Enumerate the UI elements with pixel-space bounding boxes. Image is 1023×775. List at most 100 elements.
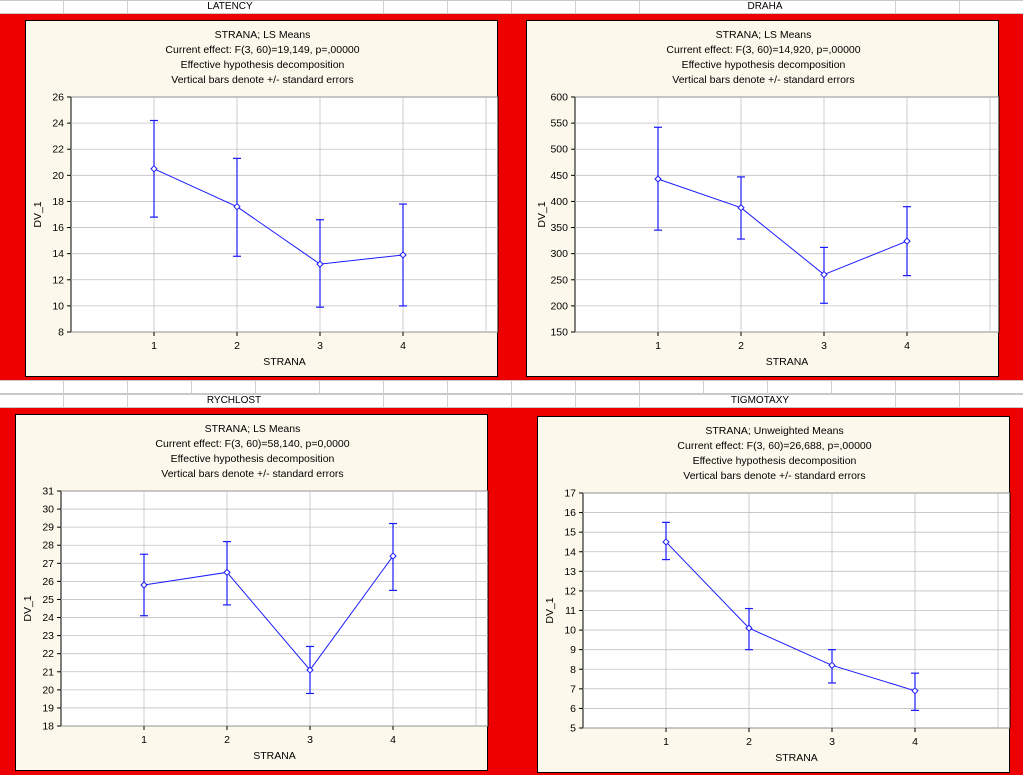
chart-title-line: Vertical bars denote +/- standard errors bbox=[683, 470, 865, 482]
chart-title-line: STRANA; Unweighted Means bbox=[705, 425, 843, 437]
y-tick-label: 5 bbox=[570, 723, 576, 735]
y-tick-label: 14 bbox=[52, 248, 64, 260]
x-tick-label: 3 bbox=[307, 734, 313, 746]
y-tick-label: 10 bbox=[52, 300, 64, 312]
y-tick-label: 600 bbox=[550, 92, 568, 104]
data-point-marker bbox=[662, 538, 670, 546]
chart-draha: STRANA; LS Means Current effect: F(3, 60)… bbox=[526, 20, 1000, 377]
data-point-marker bbox=[140, 581, 148, 589]
y-tick-label: 18 bbox=[42, 721, 54, 733]
data-point-marker bbox=[737, 204, 745, 212]
chart-latency: STRANA; LS Means Current effect: F(3, 60)… bbox=[25, 20, 499, 377]
y-tick-label: 25 bbox=[42, 594, 54, 606]
x-tick-label: 3 bbox=[317, 340, 323, 352]
y-tick-label: 24 bbox=[42, 612, 54, 624]
chart-title-line: Vertical bars denote +/- standard errors bbox=[161, 468, 343, 480]
y-tick-label: 200 bbox=[550, 300, 568, 312]
chart-title-line: Effective hypothesis decomposition bbox=[682, 59, 846, 71]
data-point-marker bbox=[654, 175, 662, 183]
series-line bbox=[143, 555, 394, 671]
sheet-row-spacer bbox=[0, 380, 1023, 394]
y-tick-label: 11 bbox=[565, 605, 576, 617]
y-tick-label: 31 bbox=[42, 486, 54, 498]
sheet-label-latency: LATENCY bbox=[130, 1, 330, 13]
data-point-marker bbox=[820, 270, 828, 279]
chart-title-line: Vertical bars denote +/- standard errors bbox=[672, 74, 854, 86]
x-tick-label: 4 bbox=[390, 734, 396, 746]
x-tick-label: 4 bbox=[904, 340, 910, 352]
y-tick-label: 16 bbox=[564, 507, 576, 519]
y-tick-label: 18 bbox=[52, 196, 64, 208]
plot-area bbox=[574, 96, 1000, 333]
data-point-marker bbox=[389, 552, 397, 560]
y-tick-label: 22 bbox=[42, 648, 54, 660]
chart-title-line: STRANA; LS Means bbox=[205, 423, 301, 435]
y-tick-label: 16 bbox=[52, 222, 64, 234]
y-tick-label: 12 bbox=[564, 585, 576, 597]
y-tick-label: 8 bbox=[58, 327, 64, 339]
y-tick-label: 350 bbox=[550, 222, 568, 234]
y-tick-label: 27 bbox=[42, 558, 54, 570]
y-tick-label: 300 bbox=[550, 248, 568, 260]
y-tick-label: 30 bbox=[42, 504, 54, 516]
x-tick-label: 1 bbox=[655, 340, 661, 352]
chart-draha-svg: STRANA; LS Means Current effect: F(3, 60)… bbox=[536, 29, 1000, 368]
y-tick-label: 150 bbox=[550, 327, 568, 339]
data-point-marker bbox=[399, 251, 407, 259]
x-tick-label: 3 bbox=[829, 736, 835, 748]
y-tick-label: 20 bbox=[42, 684, 54, 696]
chart-title-line: Current effect: F(3, 60)=14,920, p=,0000… bbox=[666, 44, 860, 56]
chart-title-line: Current effect: F(3, 60)=26,688, p=,0000… bbox=[677, 440, 871, 452]
y-tick-label: 24 bbox=[52, 118, 64, 130]
y-axis-label: DV_1 bbox=[22, 595, 34, 621]
y-tick-label: 26 bbox=[42, 576, 54, 588]
y-axis-label: DV_1 bbox=[544, 597, 556, 623]
series-line bbox=[657, 178, 908, 276]
y-tick-label: 26 bbox=[52, 92, 64, 104]
x-axis-label: STRANA bbox=[263, 356, 306, 368]
plot-area bbox=[70, 96, 499, 333]
sheet-row-bottom: RYCHLOST TIGMOTAXY bbox=[0, 394, 1023, 408]
y-tick-label: 12 bbox=[52, 274, 64, 286]
chart-title-line: Effective hypothesis decomposition bbox=[693, 455, 857, 467]
y-tick-label: 15 bbox=[564, 527, 576, 539]
chart-tigmotaxy: STRANA; Unweighted Means Current effect: … bbox=[537, 416, 1011, 773]
series-line bbox=[665, 541, 916, 692]
y-tick-label: 9 bbox=[570, 644, 576, 656]
y-tick-label: 7 bbox=[570, 683, 576, 695]
data-point-marker bbox=[233, 202, 241, 211]
x-axis-label: STRANA bbox=[775, 752, 818, 764]
data-point-marker bbox=[911, 687, 919, 695]
x-axis-label: STRANA bbox=[253, 750, 296, 762]
x-tick-label: 2 bbox=[738, 340, 744, 352]
sheet-label-tigmotaxy: TIGMOTAXY bbox=[660, 395, 860, 407]
y-tick-label: 13 bbox=[564, 566, 576, 578]
y-tick-label: 23 bbox=[42, 630, 54, 642]
y-tick-label: 550 bbox=[550, 118, 568, 130]
chart-title-line: Vertical bars denote +/- standard errors bbox=[171, 74, 353, 86]
y-tick-label: 6 bbox=[570, 703, 576, 715]
chart-title-line: Effective hypothesis decomposition bbox=[171, 453, 335, 465]
chart-latency-svg: STRANA; LS Means Current effect: F(3, 60)… bbox=[32, 29, 499, 368]
chart-title-line: Current effect: F(3, 60)=58,140, p=0,000… bbox=[155, 438, 349, 450]
sheet-label-rychlost: RYCHLOST bbox=[134, 395, 334, 407]
data-point-marker bbox=[745, 624, 753, 632]
y-tick-label: 400 bbox=[550, 196, 568, 208]
chart-rychlost: STRANA; LS Means Current effect: F(3, 60)… bbox=[15, 414, 489, 771]
x-tick-label: 4 bbox=[912, 736, 918, 748]
x-tick-label: 3 bbox=[821, 340, 827, 352]
chart-title-line: Current effect: F(3, 60)=19,149, p=,0000… bbox=[165, 44, 359, 56]
y-tick-label: 19 bbox=[42, 702, 54, 714]
x-tick-label: 2 bbox=[234, 340, 240, 352]
y-tick-label: 10 bbox=[564, 625, 576, 637]
x-tick-label: 1 bbox=[663, 736, 669, 748]
data-point-marker bbox=[306, 666, 314, 674]
sheet-row-top: LATENCY DRAHA bbox=[0, 0, 1023, 14]
data-point-marker bbox=[828, 661, 836, 670]
y-axis-label: DV_1 bbox=[536, 201, 548, 227]
x-tick-label: 1 bbox=[141, 734, 147, 746]
series-line bbox=[153, 168, 404, 265]
y-tick-label: 28 bbox=[42, 540, 54, 552]
y-tick-label: 450 bbox=[550, 170, 568, 182]
y-tick-label: 22 bbox=[52, 144, 64, 156]
